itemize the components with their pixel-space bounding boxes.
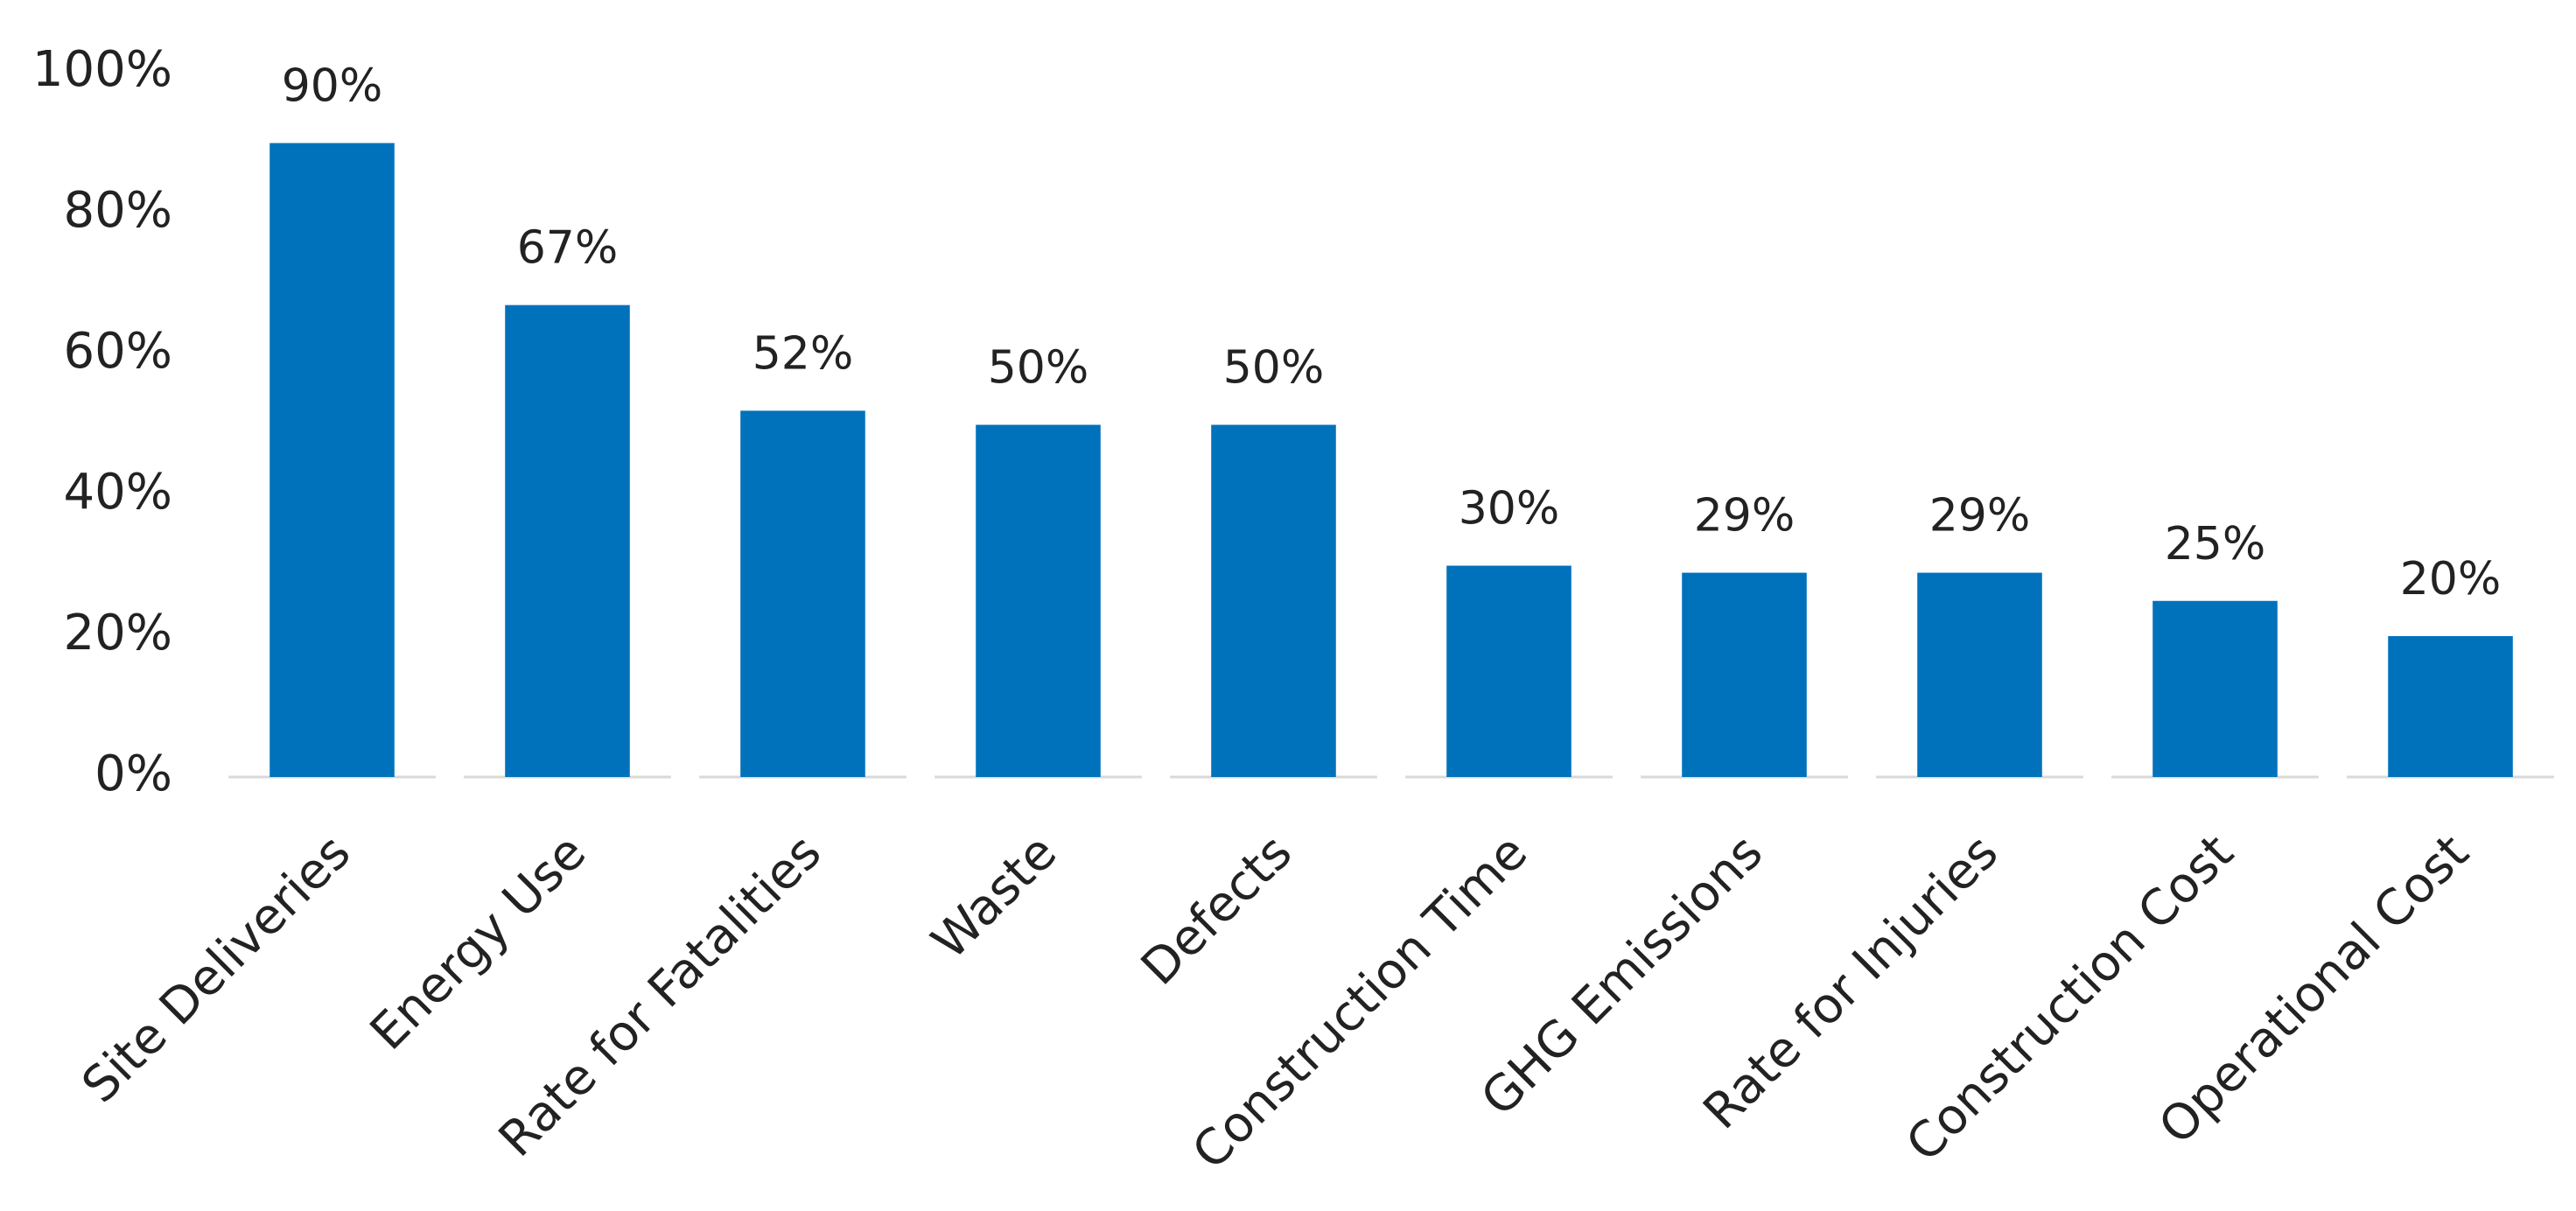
value-label: 25% bbox=[2165, 518, 2266, 570]
value-label: 90% bbox=[282, 60, 383, 113]
bar bbox=[976, 424, 1101, 777]
bar bbox=[1446, 565, 1572, 777]
bar bbox=[505, 304, 630, 777]
y-tick-label: 20% bbox=[64, 605, 172, 662]
value-label: 29% bbox=[1694, 490, 1796, 542]
y-tick-label: 0% bbox=[94, 746, 172, 802]
x-tick-label: Site Deliveries bbox=[72, 824, 362, 1115]
y-tick-label: 60% bbox=[64, 323, 172, 380]
value-label: 29% bbox=[1929, 490, 2031, 542]
x-tick-label: Energy Use bbox=[360, 824, 597, 1061]
y-tick-label: 80% bbox=[64, 182, 172, 239]
x-tick-label: Defects bbox=[1130, 824, 1303, 997]
bar bbox=[1211, 424, 1336, 777]
bar bbox=[2152, 600, 2278, 777]
bar bbox=[2388, 636, 2513, 777]
y-tick-label: 100% bbox=[32, 41, 172, 98]
bar bbox=[1917, 572, 2042, 777]
value-label: 52% bbox=[752, 327, 854, 380]
value-label: 50% bbox=[1223, 342, 1325, 395]
x-tick-label: Waste bbox=[921, 824, 1068, 970]
bar bbox=[740, 410, 865, 777]
value-label: 67% bbox=[517, 222, 619, 275]
bar bbox=[270, 143, 395, 777]
value-label: 20% bbox=[2400, 553, 2502, 606]
bar bbox=[1682, 572, 1807, 777]
value-label: 30% bbox=[1459, 483, 1560, 536]
y-tick-label: 40% bbox=[64, 464, 172, 521]
value-label: 50% bbox=[988, 342, 1089, 395]
